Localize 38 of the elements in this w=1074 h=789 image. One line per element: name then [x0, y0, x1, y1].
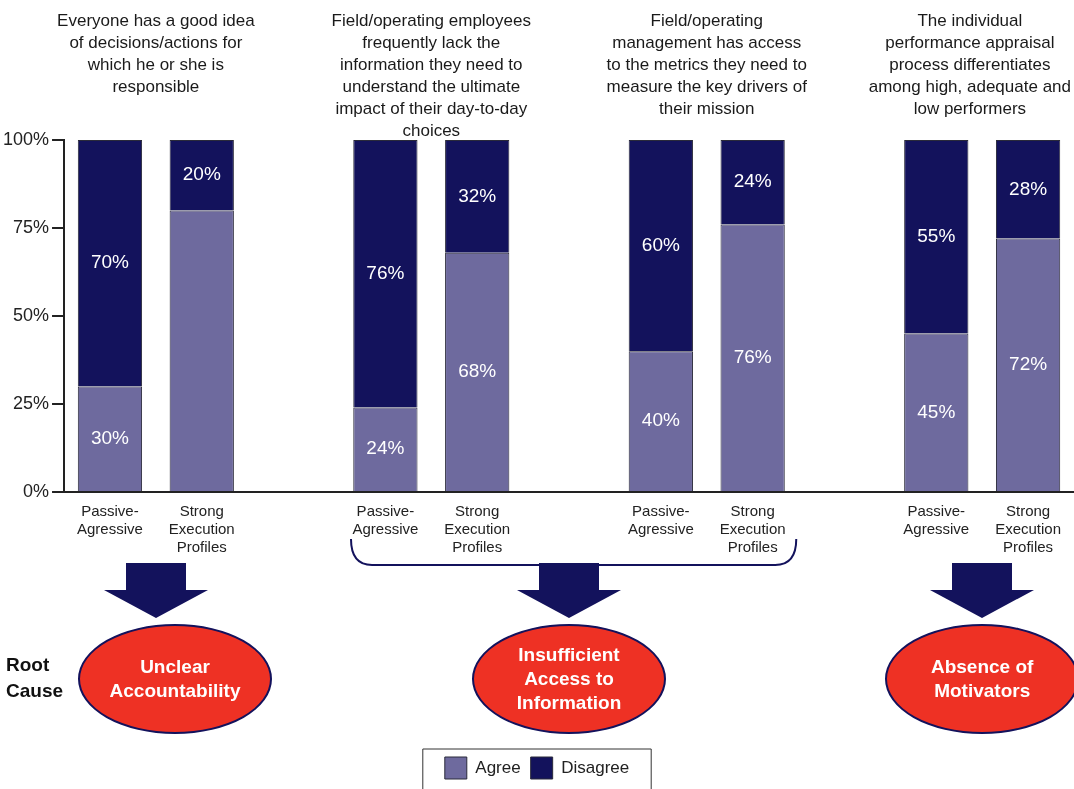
data-label: 30%	[90, 426, 130, 448]
x-tick-label: Passive-Agressive	[627, 502, 694, 538]
text: Root Cause	[6, 652, 76, 704]
text: Everyone has a good idea of decisions/actions for which he or she is responsible	[57, 11, 256, 96]
x-tick-label: Strong Execution Profiles	[168, 502, 235, 556]
legend-label: Disagree	[561, 757, 630, 777]
data-label: 70%	[90, 251, 130, 273]
legend-label: Agree	[475, 757, 521, 777]
data-label: 24%	[366, 437, 405, 459]
data-label: 20%	[182, 163, 221, 185]
y-tick-label: 50%	[13, 304, 50, 325]
x-tick-label: Passive-Agressive	[77, 502, 143, 538]
data-label: 40%	[641, 409, 680, 431]
text: The individual performance appraisal process differentiates among high, adequate and low performers	[868, 11, 1072, 118]
data-label: 24%	[733, 170, 772, 192]
x-tick-label: Strong Execution Profiles	[719, 502, 786, 556]
x-tick-label: Strong Execution Profiles	[995, 502, 1062, 556]
x-tick-label: Passive-Agressive	[352, 502, 419, 538]
data-label: 60%	[641, 233, 680, 255]
annotation: Field/operating employees frequently lack the information they need to understand the ultimate impact of their day-to-day choices	[331, 11, 531, 140]
y-tick-label: 25%	[13, 392, 50, 413]
data-label: 72%	[1009, 353, 1048, 375]
text: Field/operating management has access to the metrics they need to measure the key drivers of their mission	[606, 11, 808, 118]
y-tick-label: 75%	[13, 216, 50, 237]
data-label: 68%	[458, 360, 497, 382]
data-label: 76%	[366, 261, 405, 283]
text: Insufficient Access to Information	[515, 643, 623, 715]
y-tick-label: 0%	[23, 480, 50, 501]
x-tick-label: Strong Execution Profiles	[444, 502, 511, 556]
data-label: 45%	[917, 400, 956, 422]
data-label: 28%	[1009, 177, 1048, 199]
y-tick-label: 100%	[2, 128, 50, 149]
text: Absence of Motivators	[929, 655, 1035, 703]
data-label: 76%	[733, 345, 772, 367]
text: Unclear Accountability	[108, 655, 242, 703]
data-label: 32%	[458, 184, 497, 206]
data-label: 55%	[917, 225, 956, 247]
x-tick-label: Passive-Agressive	[903, 502, 970, 538]
